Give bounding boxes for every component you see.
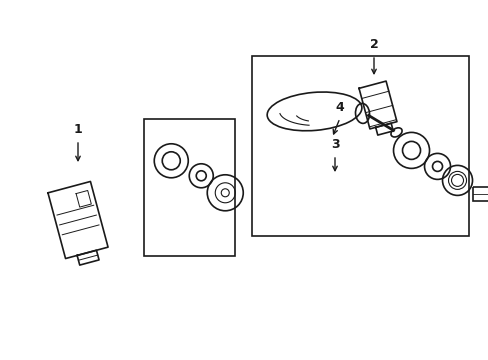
- Text: 4: 4: [335, 101, 344, 114]
- Text: 2: 2: [369, 38, 378, 51]
- Text: 3: 3: [330, 138, 339, 151]
- Text: 1: 1: [74, 123, 82, 136]
- Bar: [471, 188, 488, 201]
- Bar: [251, 56, 468, 236]
- Bar: [144, 119, 234, 256]
